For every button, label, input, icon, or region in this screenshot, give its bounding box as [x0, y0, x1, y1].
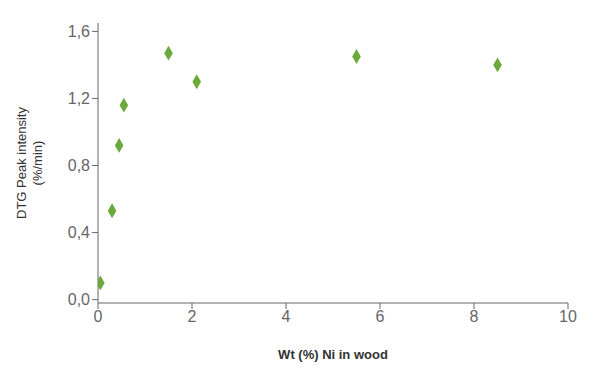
svg-text:10: 10 — [559, 308, 577, 325]
svg-text:1,6: 1,6 — [68, 23, 90, 40]
svg-text:0,8: 0,8 — [68, 157, 90, 174]
svg-text:0,0: 0,0 — [68, 291, 90, 308]
svg-text:6: 6 — [376, 308, 385, 325]
svg-text:0,4: 0,4 — [68, 224, 90, 241]
svg-text:Wt (%) Ni in wood: Wt (%) Ni in wood — [278, 347, 388, 362]
svg-text:1,2: 1,2 — [68, 90, 90, 107]
svg-text:2: 2 — [188, 308, 197, 325]
svg-text:4: 4 — [282, 308, 291, 325]
svg-text:0: 0 — [94, 308, 103, 325]
svg-text:8: 8 — [470, 308, 479, 325]
svg-text:DTG Peak intensity(%/min): DTG Peak intensity(%/min) — [14, 107, 45, 219]
